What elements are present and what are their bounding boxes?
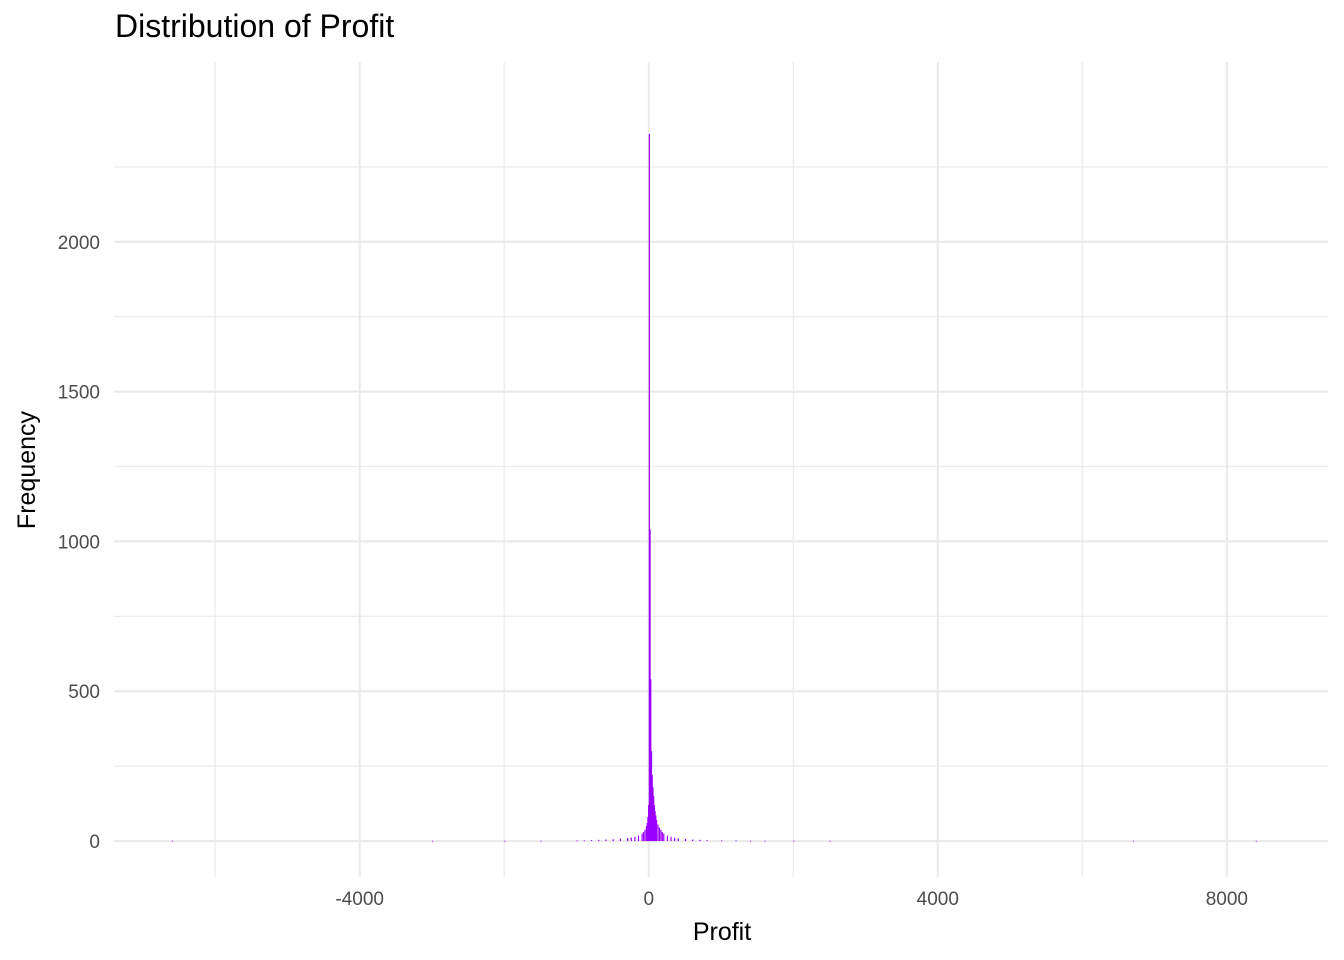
histogram-bar <box>576 840 578 842</box>
x-tick-label: 0 <box>643 889 654 910</box>
histogram-bar <box>645 826 648 842</box>
histogram-bar <box>663 833 665 842</box>
histogram-bar <box>684 838 687 842</box>
histogram-bar <box>764 840 766 842</box>
histogram-bar <box>171 840 174 842</box>
histogram-bar <box>674 837 676 842</box>
x-axis-title: Profit <box>693 918 751 946</box>
histogram-bar <box>653 796 655 842</box>
x-tick-label: 8000 <box>1206 889 1248 910</box>
histogram-bar <box>650 679 652 842</box>
histogram-bar <box>647 817 649 842</box>
histogram-bar <box>1255 840 1257 842</box>
y-axis-title: Frequency <box>13 410 41 529</box>
histogram-bar <box>590 840 593 842</box>
histogram-bar <box>612 839 614 842</box>
histogram-bar <box>706 840 708 842</box>
histogram-bar <box>648 805 650 842</box>
histogram-bar <box>829 840 831 842</box>
histogram-bar <box>540 840 542 842</box>
histogram-bar <box>1132 840 1135 842</box>
histogram-bar <box>598 839 600 842</box>
x-tick-label: -4000 <box>335 889 384 910</box>
histogram-bar <box>644 829 646 842</box>
histogram-bar <box>660 829 662 842</box>
histogram-bar <box>642 832 645 842</box>
histogram-bar <box>793 840 795 842</box>
grid-minor <box>114 62 1328 877</box>
chart-title: Distribution of Profit <box>115 8 395 44</box>
y-tick-label: 0 <box>89 832 100 853</box>
histogram-bar <box>735 840 737 842</box>
histogram-bar <box>605 839 607 842</box>
histogram-bar <box>692 839 694 842</box>
histogram-bar <box>657 824 659 842</box>
histogram-bar <box>654 811 656 842</box>
histogram-bar <box>655 820 658 842</box>
histogram-bar <box>661 832 663 842</box>
histogram-bar <box>653 805 655 842</box>
histogram-bar <box>627 838 629 842</box>
histogram-bar <box>641 833 643 842</box>
histogram-bar <box>431 840 434 842</box>
grid-major <box>114 62 1328 877</box>
y-tick-label: 1000 <box>58 532 100 553</box>
y-axis-ticks: 0 500 1000 1500 2000 <box>58 233 100 853</box>
histogram-bar <box>651 775 653 842</box>
histogram-bar <box>670 836 672 842</box>
histogram-bar <box>677 838 679 842</box>
histogram-bar <box>650 751 653 842</box>
histogram-bar <box>649 529 651 842</box>
histogram-bar <box>583 840 585 842</box>
histogram-bar <box>652 787 654 842</box>
histogram-bar <box>666 835 669 842</box>
y-tick-label: 500 <box>68 682 100 703</box>
y-tick-label: 2000 <box>58 233 100 254</box>
histogram-bar <box>658 827 661 842</box>
histogram-bar <box>504 840 506 842</box>
x-axis-ticks: -4000 0 4000 8000 <box>335 889 1248 910</box>
histogram-bar <box>637 835 640 842</box>
x-tick-label: 4000 <box>917 889 959 910</box>
histogram-bar <box>648 133 650 842</box>
histogram-bar <box>634 836 636 842</box>
histogram-bar <box>749 840 752 842</box>
histogram-bars <box>171 133 1257 842</box>
histogram-bar <box>630 837 632 842</box>
histogram-bar <box>721 840 723 842</box>
histogram-bar <box>699 839 701 842</box>
histogram-bar <box>646 823 648 842</box>
histogram-bar <box>655 815 657 842</box>
histogram-bar <box>619 838 622 842</box>
y-tick-label: 1500 <box>58 383 100 404</box>
